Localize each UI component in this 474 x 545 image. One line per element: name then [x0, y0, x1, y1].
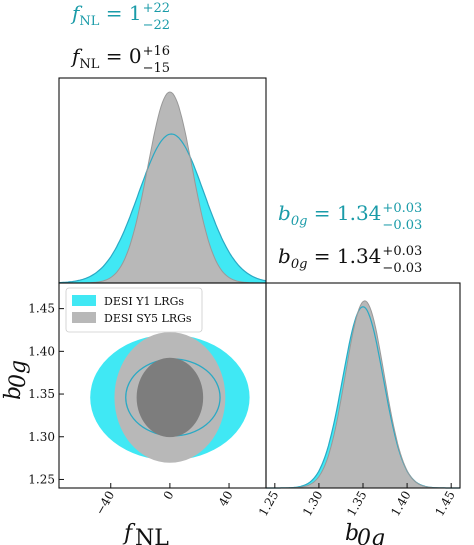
- annotation-symbol: b: [278, 244, 291, 268]
- svg-text:f: f: [122, 521, 136, 545]
- annotation-upper-error: +0.03: [382, 201, 422, 216]
- legend-label-sy5: DESI SY5 LRGs: [104, 312, 192, 325]
- legend-box: [65, 287, 203, 333]
- marginal-line-y1: [59, 133, 267, 284]
- axis-label-fnl: f NL: [122, 521, 169, 545]
- marginal-fill-sy5: [59, 92, 266, 283]
- annotation-text: fNL = 0: [70, 44, 142, 72]
- annotation-b0g-sy5: b0g = 1.34 +0.03 −0.03: [278, 244, 422, 276]
- annotation-text: b0g = 1.34: [278, 244, 381, 272]
- tick-label-b0g-x: 1.40: [388, 489, 413, 519]
- svg-text:b: b: [345, 521, 359, 545]
- annotation-b0g-y1: b0g = 1.34 +0.03 −0.03: [278, 201, 422, 233]
- tick-label-b0g-x: 1.35: [344, 489, 369, 519]
- axis-label-b0g-y: b 0g: [1, 360, 31, 400]
- tick-label-fnl: −40: [93, 489, 118, 518]
- annotation-value: = 1.34: [307, 201, 381, 225]
- panel-fnl-marginal: [58, 77, 267, 284]
- annotation-fnl-sy5: fNL = 0 +16 −15: [70, 44, 170, 76]
- annotation-upper-error: +22: [143, 1, 170, 16]
- panel-joint-contour: −40 0 40 1.25 1.30 1.35 1.40 1.45: [28, 282, 267, 518]
- annotation-lower-error: −22: [143, 18, 170, 33]
- legend-swatch-y1: [72, 295, 96, 306]
- annotation-value: = 1: [99, 1, 141, 25]
- annotation-lower-error: −15: [143, 61, 170, 76]
- axis-label-b0g-x: b 0g: [345, 521, 385, 545]
- annotation-value: = 1.34: [307, 244, 381, 268]
- tick-label-b0g-y: 1.25: [28, 472, 55, 486]
- svg-text:b: b: [1, 386, 26, 400]
- tick-label-b0g-y: 1.40: [28, 344, 55, 358]
- annotation-value: = 0: [99, 44, 141, 68]
- tick-label-b0g-y: 1.45: [28, 302, 55, 316]
- tick-label-b0g-x: 1.25: [256, 489, 281, 519]
- panel-b0g-marginal: 1.25 1.30 1.35 1.40 1.45: [256, 282, 461, 519]
- annotation-text: fNL = 1: [70, 1, 142, 29]
- annotation-subscript: 0g: [291, 214, 308, 229]
- annotation-lower-error: −0.03: [382, 218, 422, 233]
- legend-label-y1: DESI Y1 LRGs: [104, 295, 184, 308]
- tick-label-b0g-y: 1.35: [28, 387, 55, 401]
- contour-1sigma-sy5: [136, 357, 204, 438]
- tick-label-b0g-x: 1.45: [432, 489, 457, 519]
- annotation-subscript: 0g: [291, 257, 308, 272]
- svg-text:0g: 0g: [357, 526, 385, 545]
- annotation-symbol: b: [278, 201, 291, 225]
- svg-text:0g: 0g: [6, 360, 31, 388]
- marginal-fill-b0g-sy5: [266, 300, 460, 488]
- annotation-text: b0g = 1.34: [278, 201, 381, 229]
- annotation-upper-error: +0.03: [382, 244, 422, 259]
- tick-label-fnl: 0: [161, 489, 177, 503]
- legend-swatch-sy5: [72, 312, 96, 323]
- annotation-subscript: NL: [79, 14, 99, 29]
- annotation-subscript: NL: [79, 57, 99, 72]
- svg-text:NL: NL: [135, 526, 169, 545]
- annotation-upper-error: +16: [143, 44, 170, 59]
- annotation-fnl-y1: fNL = 1 +22 −22: [70, 1, 170, 33]
- tick-label-b0g-y: 1.30: [28, 430, 55, 444]
- tick-label-b0g-x: 1.30: [300, 489, 325, 519]
- tick-label-fnl: 40: [216, 489, 236, 509]
- annotation-lower-error: −0.03: [382, 261, 422, 276]
- legend: DESI Y1 LRGs DESI SY5 LRGs: [65, 287, 203, 333]
